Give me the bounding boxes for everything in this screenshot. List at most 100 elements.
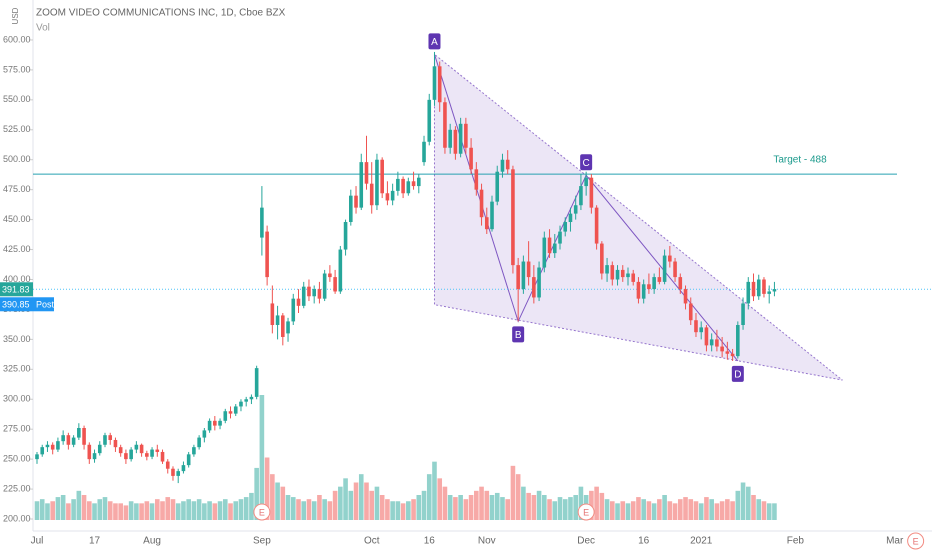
candle-body <box>317 289 322 299</box>
candle-body <box>338 249 343 292</box>
volume-bar <box>683 497 688 520</box>
volume-bar <box>390 501 395 520</box>
x-tick-label: Oct <box>364 536 380 547</box>
volume-bar <box>259 395 265 520</box>
candle-body <box>134 444 139 450</box>
volume-bar <box>264 457 270 520</box>
volume-bar <box>662 495 667 520</box>
candle-body <box>443 102 447 148</box>
candle-body <box>396 178 400 191</box>
y-tick-label: 500.00 <box>3 154 31 164</box>
volume-bar <box>531 495 537 520</box>
candle-body <box>725 351 730 354</box>
volume-bar <box>186 499 191 520</box>
candle-body <box>192 447 196 455</box>
candle-body <box>118 447 123 454</box>
candle-body <box>369 183 374 206</box>
volume-bar <box>50 501 55 520</box>
volume-bar <box>139 503 144 520</box>
candle-body <box>542 237 547 268</box>
candle-body <box>301 286 306 306</box>
volume-bar <box>688 499 694 520</box>
candle-body <box>97 444 102 454</box>
volume-bar <box>364 482 369 520</box>
volume-bar <box>144 501 150 520</box>
x-tick-label: Nov <box>478 536 496 547</box>
candle-body <box>505 159 510 170</box>
candle-body <box>526 261 531 278</box>
volume-bar <box>745 486 751 520</box>
last-price-label: 391.83 <box>2 285 30 295</box>
candle-body <box>50 444 55 450</box>
volume-bar <box>599 492 605 520</box>
volume-bar <box>311 501 317 520</box>
pattern-label-box <box>512 326 525 343</box>
volume-bar <box>296 499 301 520</box>
candle-body <box>563 222 568 232</box>
volume-bar <box>604 499 610 520</box>
earnings-label: E <box>259 507 265 517</box>
y-tick-label: 275.00 <box>3 424 31 434</box>
volume-bar <box>202 503 207 520</box>
volume-bar <box>406 501 411 520</box>
volume-bar <box>280 486 286 520</box>
candle-body <box>573 205 578 214</box>
volume-bar <box>725 499 730 520</box>
volume-bar <box>374 486 380 520</box>
candle-body <box>490 201 494 230</box>
candle-body <box>762 279 766 294</box>
candle-body <box>390 190 395 201</box>
y-tick-label: 525.00 <box>3 124 31 134</box>
volume-bar <box>66 503 71 520</box>
volume-bar <box>322 499 327 520</box>
volume-bar <box>358 474 364 520</box>
volume-bar <box>479 486 484 520</box>
candle-body <box>406 181 411 194</box>
volume-bar <box>348 490 354 520</box>
candle-body <box>751 281 756 297</box>
candle-body <box>600 243 604 274</box>
candle-body <box>213 420 217 426</box>
y-tick-label: 200.00 <box>3 513 31 523</box>
volume-bar <box>489 495 495 520</box>
y-tick-label: 600.00 <box>3 34 31 44</box>
candle-body <box>537 267 541 298</box>
volume-bar <box>249 492 254 520</box>
candle-body <box>458 123 463 154</box>
volume-bar <box>463 499 469 520</box>
candle-body <box>647 284 651 290</box>
candle-body <box>631 273 636 282</box>
candle-body <box>615 269 620 280</box>
pattern-label-box <box>428 33 441 50</box>
candle-body <box>150 449 154 457</box>
candle-body <box>375 159 379 206</box>
volume-bar <box>301 501 307 520</box>
candle-body <box>479 189 484 218</box>
volume-bar <box>740 482 746 520</box>
volume-bar <box>547 499 552 520</box>
earnings-label: E <box>913 536 919 546</box>
volume-bar <box>526 492 531 520</box>
volume-bar <box>704 497 709 520</box>
candle-body <box>45 444 50 448</box>
candle-body <box>364 162 369 184</box>
candle-body <box>683 289 688 304</box>
candle-body <box>129 449 133 460</box>
volume-bar <box>181 501 186 520</box>
candle-body <box>437 66 442 103</box>
candle-body <box>61 435 65 442</box>
candle-body <box>730 353 735 357</box>
volume-bar <box>772 503 777 520</box>
candle-body <box>756 279 761 297</box>
volume-bar <box>154 499 160 520</box>
volume-bar <box>55 497 61 520</box>
volume-bar <box>87 501 92 520</box>
volume-bar <box>641 499 646 520</box>
volume-bar <box>651 503 657 520</box>
candle-body <box>469 147 473 170</box>
candle-body <box>668 255 672 262</box>
volume-bar <box>610 501 615 520</box>
volume-bar <box>191 501 197 520</box>
volume-bar <box>620 501 626 520</box>
